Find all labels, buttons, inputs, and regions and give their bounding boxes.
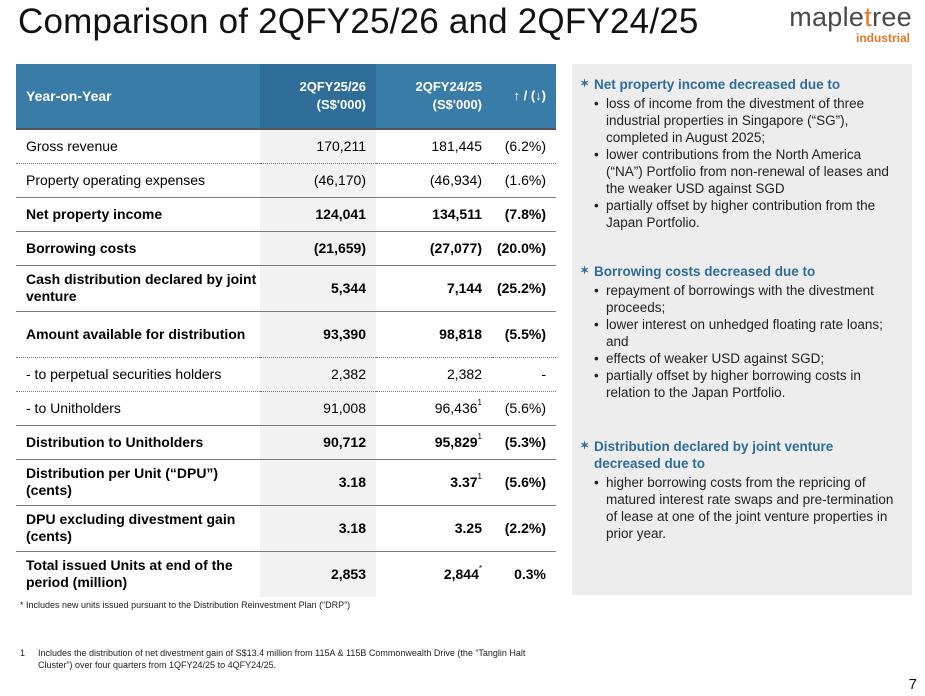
value-change: 0.3%	[514, 566, 546, 583]
table-row: - to Unitholders 91,008 96,4361 (5.6%)	[16, 391, 556, 426]
value-2qfy2526: 90,712	[260, 425, 376, 460]
table-row: Gross revenue 170,211 181,445 (6.2%)	[16, 128, 556, 164]
row-label: - to perpetual securities holders	[16, 357, 260, 392]
row-label: Distribution per Unit (“DPU”) (cents)	[16, 459, 260, 506]
footnote-number: 1	[20, 648, 26, 658]
row-label: - to Unitholders	[16, 391, 260, 426]
logo-wordmark: mapletree	[789, 2, 912, 32]
page-number: 7	[908, 676, 917, 693]
list-item: • loss of income from the divestment of t…	[594, 96, 865, 145]
value-2qfy2425: 95,8291	[376, 425, 492, 460]
value-2qfy2425: 2,844*	[443, 564, 482, 583]
footnote-text: Includes the distribution of net divestm…	[38, 648, 526, 670]
value-change: (2.2%)	[492, 505, 556, 552]
drp-note: * Includes new units issued pursuant to …	[20, 600, 351, 610]
value-2qfy2526: 3.18	[260, 505, 376, 552]
value-2qfy2526: 93,390	[260, 311, 376, 358]
table-row: - to perpetual securities holders 2,382 …	[16, 357, 556, 392]
value-2qfy2526: 3.18	[260, 459, 376, 506]
list-item: • lower interest on unhedged floating rat…	[594, 317, 883, 349]
yoy-comparison-table: Year-on-Year 2QFY25/26 (S$'000) 2QFY24/25…	[16, 64, 556, 597]
section-net-property-income: ✶ Net property income decreased due to • l…	[580, 76, 900, 231]
value-2qfy2425: (27,077)	[376, 231, 492, 266]
footnote-marker: 1	[477, 472, 482, 481]
table-row: Total issued Units at end of the period …	[16, 551, 556, 597]
value-2qfy2526: 124,041	[260, 197, 376, 232]
value-2qfy2425: 181,445	[376, 128, 492, 164]
section-heading: ✶ Borrowing costs decreased due to	[580, 264, 816, 279]
value-change: -	[492, 357, 556, 392]
footnote-marker: 1	[477, 432, 482, 441]
list-item: • repayment of borrowings with the divest…	[594, 283, 874, 315]
value-2qfy2526: 2,853	[260, 551, 376, 597]
mapletree-logo: mapletree industrial	[778, 0, 918, 50]
table-row: Distribution per Unit (“DPU”) (cents) 3.…	[16, 459, 556, 506]
list-item: • partially offset by higher borrowing co…	[594, 368, 861, 400]
row-label: Net property income	[16, 197, 260, 232]
row-label: Cash distribution declared by joint vent…	[16, 265, 260, 312]
list-item: • partially offset by higher contribution…	[594, 198, 876, 230]
row-label: DPU excluding divestment gain (cents)	[16, 505, 260, 552]
value-2qfy2425: 96,4361	[376, 391, 492, 426]
value-change: (5.6%)	[492, 391, 556, 426]
value-change: (5.6%)	[492, 459, 556, 506]
header-2qfy2425: 2QFY24/25 (S$'000)	[376, 64, 492, 129]
value-2qfy2425: (46,934)	[376, 163, 492, 198]
row-label: Distribution to Unitholders	[16, 425, 260, 460]
section-heading: ✶ Net property income decreased due to	[580, 77, 841, 92]
value-change: (6.2%)	[492, 128, 556, 164]
value-2qfy2425: 7,144	[376, 265, 492, 312]
leaf-icon: t	[864, 2, 873, 32]
list-item: • higher borrowing costs from the reprici…	[594, 475, 894, 541]
row-label: Amount available for distribution	[16, 311, 260, 358]
table-row: DPU excluding divestment gain (cents) 3.…	[16, 505, 556, 552]
table-row: Cash distribution declared by joint vent…	[16, 265, 556, 312]
value-change: (5.3%)	[492, 425, 556, 460]
star-bullet-icon: ✶	[580, 265, 590, 277]
header-2qfy2526: 2QFY25/26 (S$'000)	[260, 64, 376, 129]
list-item: • effects of weaker USD against SGD;	[594, 351, 825, 366]
row-label: Property operating expenses	[16, 163, 260, 198]
value-2qfy2425: 98,818	[376, 311, 492, 358]
value-change: (1.6%)	[492, 163, 556, 198]
row-label: Total issued Units at end of the period …	[26, 557, 233, 591]
table-row: Net property income 124,041 134,511 (7.8…	[16, 197, 556, 232]
value-change: (7.8%)	[492, 197, 556, 232]
header-year-on-year: Year-on-Year	[16, 64, 260, 129]
section-joint-venture: ✶ Distribution declared by joint venture …	[580, 438, 900, 542]
row-label: Gross revenue	[16, 128, 260, 164]
footnote: 1 Includes the distribution of net dives…	[20, 647, 560, 671]
value-2qfy2425: 134,511	[376, 197, 492, 232]
list-item: • lower contributions from the North Amer…	[594, 147, 889, 196]
value-2qfy2526: 5,344	[260, 265, 376, 312]
value-change: (25.2%)	[492, 265, 556, 312]
row-label: Borrowing costs	[16, 231, 260, 266]
logo-subtitle: industrial	[855, 31, 910, 45]
value-2qfy2526: (21,659)	[260, 231, 376, 266]
star-bullet-icon: ✶	[580, 78, 590, 90]
footnote-marker: *	[478, 564, 482, 574]
value-2qfy2425: 2,382	[376, 357, 492, 392]
value-change: (20.0%)	[492, 231, 556, 266]
section-heading: ✶ Distribution declared by joint venture …	[580, 439, 834, 471]
star-bullet-icon: ✶	[580, 440, 590, 452]
value-2qfy2526: 2,382	[260, 357, 376, 392]
table-row: Distribution to Unitholders 90,712 95,82…	[16, 425, 556, 460]
value-2qfy2526: 170,211	[260, 128, 376, 164]
value-2qfy2425: 3.371	[376, 459, 492, 506]
table-header-row: Year-on-Year 2QFY25/26 (S$'000) 2QFY24/25…	[16, 64, 556, 129]
table-row: Property operating expenses (46,170) (46…	[16, 163, 556, 198]
value-2qfy2526: (46,170)	[260, 163, 376, 198]
section-borrowing-costs: ✶ Borrowing costs decreased due to • repay…	[580, 263, 900, 401]
header-change: ↑ / (↓)	[492, 64, 556, 129]
commentary-panel: ✶ Net property income decreased due to • l…	[572, 64, 912, 595]
table-row: Borrowing costs (21,659) (27,077) (20.0%…	[16, 231, 556, 266]
table-row: Amount available for distribution 93,390…	[16, 311, 556, 358]
footnote-marker: 1	[477, 398, 482, 407]
value-2qfy2425: 3.25	[376, 505, 492, 552]
page-title: Comparison of 2QFY25/26 and 2QFY24/25	[18, 2, 699, 41]
value-change: (5.5%)	[492, 311, 556, 358]
value-2qfy2526: 91,008	[260, 391, 376, 426]
